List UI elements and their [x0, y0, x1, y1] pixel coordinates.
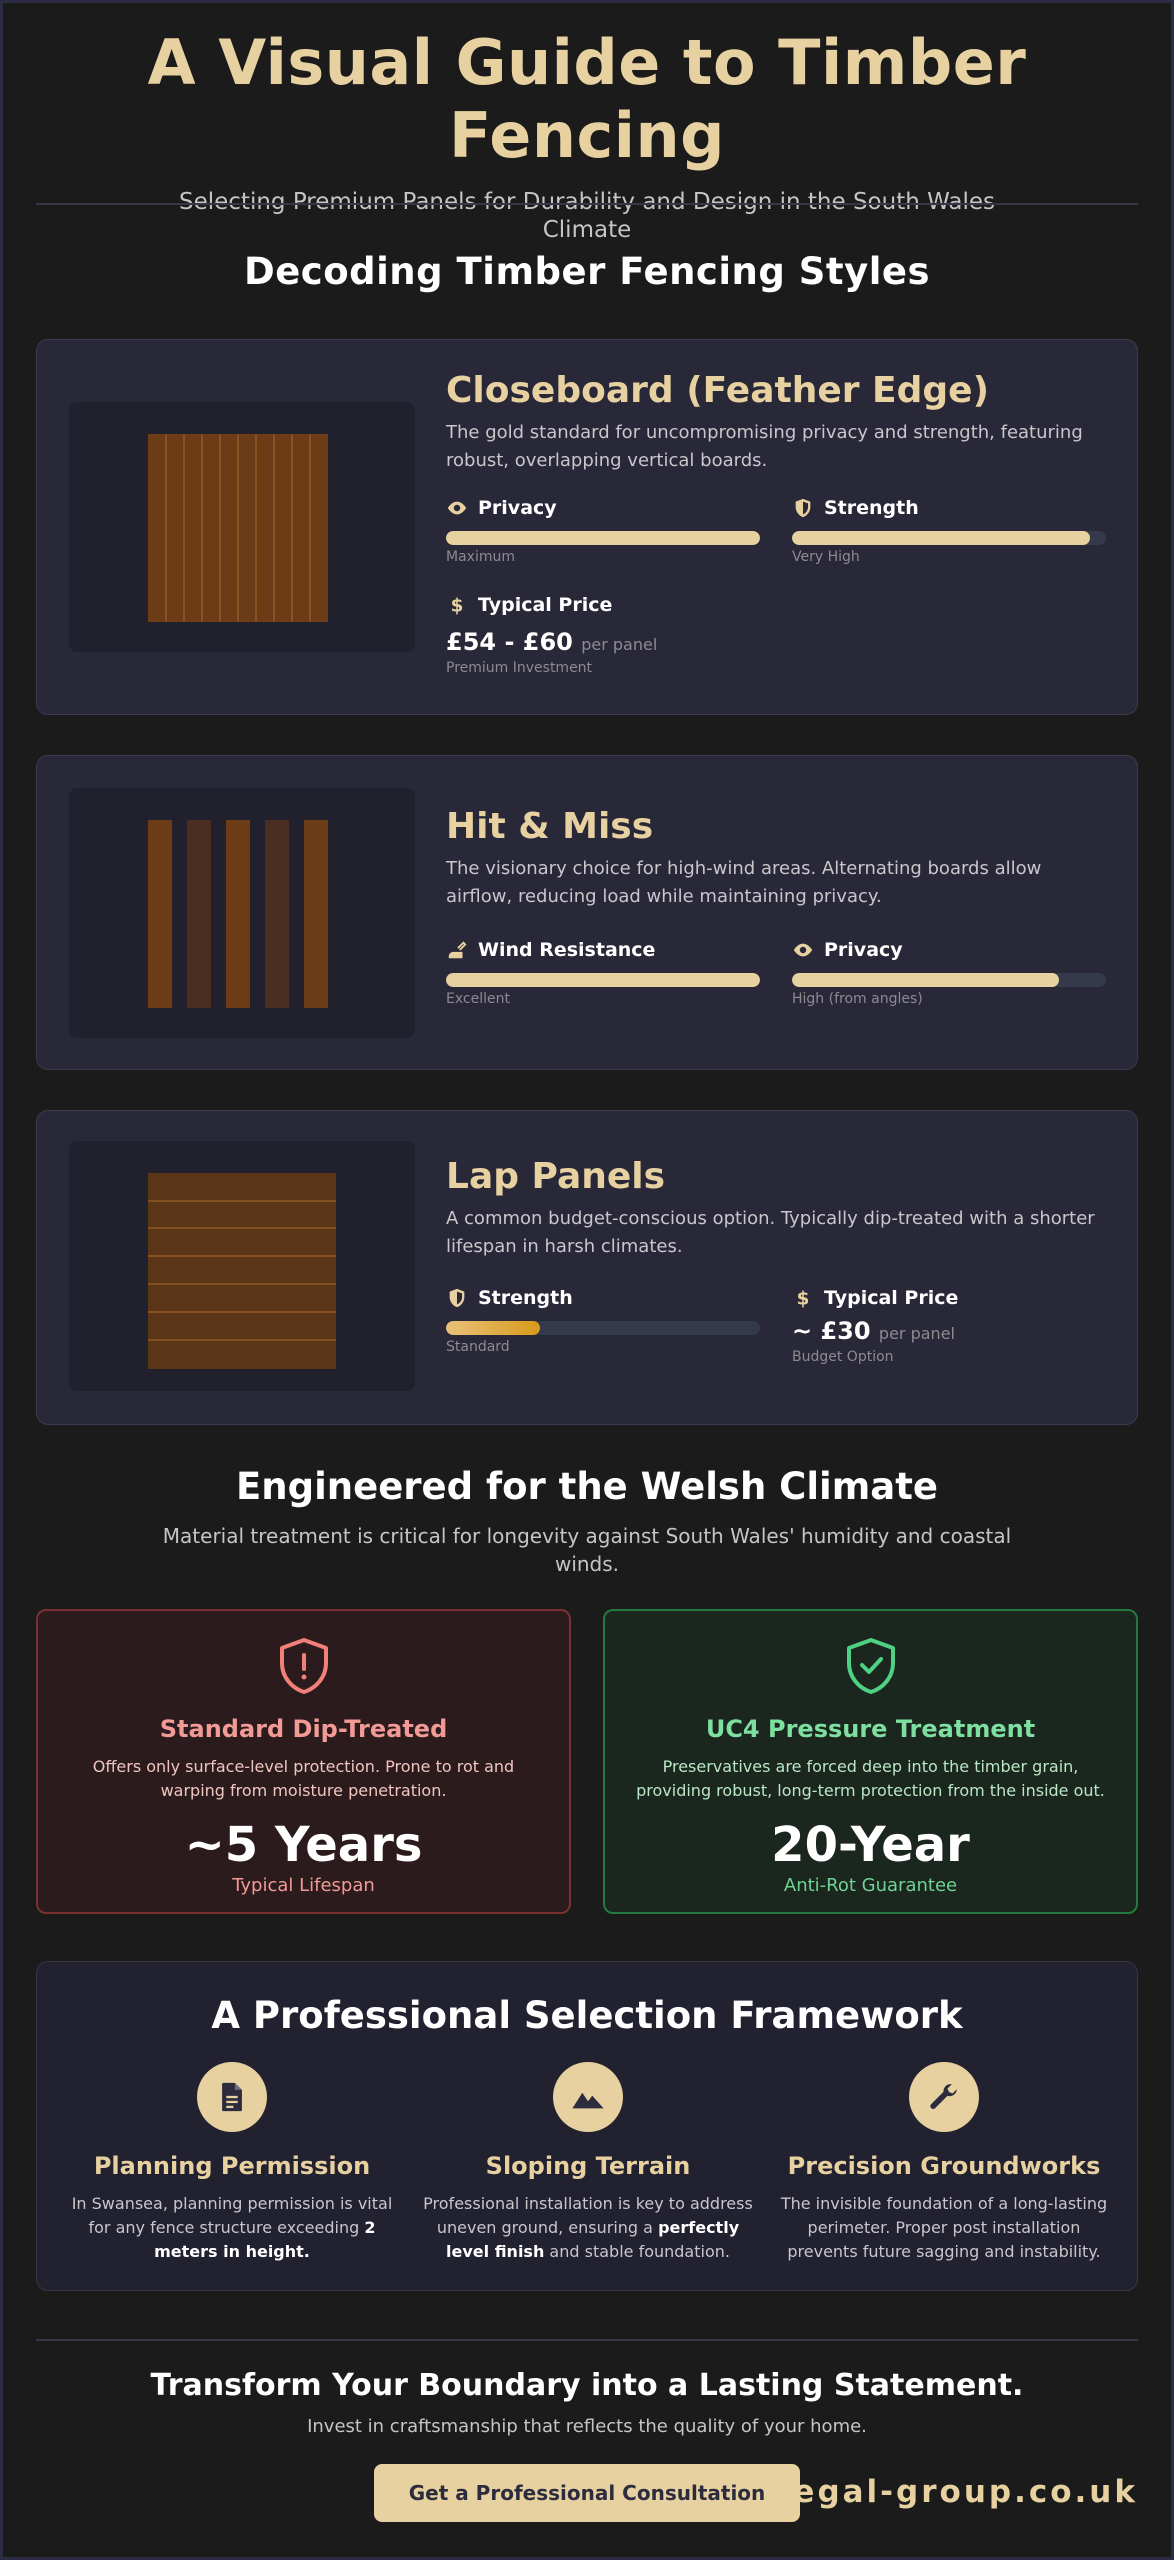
header: A Visual Guide to Timber Fencing Selecti… [0, 26, 1174, 244]
climate-title: Engineered for the Welsh Climate [235, 1465, 938, 1508]
shield-icon [795, 498, 811, 518]
closeboard-panel-graphic [148, 434, 328, 622]
wind-resistance-metric: Wind Resistance Excellent [446, 939, 760, 1007]
website-link[interactable]: regal-group.co.uk [775, 2474, 1138, 2510]
styles-section-title: Decoding Timber Fencing Styles [243, 250, 930, 293]
closeboard-card: Closeboard (Feather Edge) The gold stand… [36, 339, 1138, 715]
sloping-terrain-item: Sloping Terrain Professional installatio… [423, 2062, 753, 2264]
standard-treatment-box: Standard Dip-Treated Offers only surface… [36, 1609, 571, 1914]
card-description: The visionary choice for high-wind areas… [446, 858, 1042, 907]
uc4-treatment-box: UC4 Pressure Treatment Preservatives are… [603, 1609, 1138, 1914]
closeboard-illustration [69, 402, 415, 652]
card-description: A common budget-conscious option. Typica… [446, 1208, 1095, 1257]
dollar-icon: $ [797, 1288, 810, 1309]
mountain-icon [572, 2092, 604, 2109]
framework-item-title: Sloping Terrain [485, 2152, 691, 2180]
bar-fill [792, 973, 1059, 987]
metric-note: Standard [446, 1339, 510, 1355]
shield-check-icon [846, 1638, 895, 1694]
metric-note: Very High [792, 549, 860, 565]
wrench-icon [930, 2084, 957, 2109]
privacy-bar [792, 973, 1106, 987]
svg-text:$: $ [797, 1288, 810, 1309]
lap-panel-graphic [148, 1173, 336, 1369]
price-metric: $ Typical Price ~ £30 per panel Budget O… [792, 1287, 1106, 1365]
metric-label: Strength [824, 497, 919, 519]
privacy-metric: Privacy Maximum [446, 497, 760, 565]
privacy-bar [446, 531, 760, 545]
treatment-description: Preservatives are forced deep into the t… [636, 1757, 1105, 1800]
card-title: Closeboard (Feather Edge) [446, 370, 990, 411]
cta-title: Transform Your Boundary into a Lasting S… [150, 2368, 1024, 2403]
treatment-title: UC4 Pressure Treatment [705, 1715, 1036, 1743]
lap-panels-card: Lap Panels A common budget-conscious opt… [36, 1110, 1138, 1425]
card-title: Lap Panels [446, 1156, 666, 1197]
framework-item-title: Precision Groundworks [787, 2152, 1101, 2180]
guarantee-value: 20-Year [771, 1817, 970, 1873]
price-label: Typical Price [824, 1287, 959, 1309]
hit-miss-card: Hit & Miss The visionary choice for high… [36, 755, 1138, 1070]
metric-note: Excellent [446, 991, 510, 1007]
price-unit: per panel [878, 1324, 955, 1343]
hit-miss-panel-graphic [148, 820, 328, 1008]
bar-fill [446, 531, 760, 545]
document-icon [222, 2082, 242, 2112]
metric-label: Strength [478, 1287, 573, 1309]
price-label: Typical Price [478, 594, 613, 616]
metric-note: Maximum [446, 549, 515, 565]
metric-label: Privacy [824, 939, 903, 961]
climate-subtitle: Material treatment is critical for longe… [162, 1524, 1012, 1576]
strength-bar [792, 531, 1106, 545]
card-description: The gold standard for uncompromising pri… [446, 422, 1083, 471]
metric-label: Privacy [478, 497, 557, 519]
shield-icon [449, 1288, 465, 1308]
card-title: Hit & Miss [446, 806, 654, 847]
privacy-metric: Privacy High (from angles) [792, 939, 1106, 1007]
cta-subtitle: Invest in craftsmanship that reflects th… [307, 2416, 867, 2437]
planning-permission-item: Planning Permission In Swansea, planning… [67, 2062, 397, 2264]
bar-fill [446, 973, 760, 987]
framework-title: A Professional Selection Framework [211, 1994, 963, 2037]
selection-framework: A Professional Selection Framework Plann… [36, 1961, 1138, 2291]
framework-item-text: The invisible foundation of a long-lasti… [780, 2194, 1108, 2261]
wind-resistance-bar [446, 973, 760, 987]
lap-panels-illustration [69, 1141, 415, 1391]
price-note: Budget Option [792, 1349, 894, 1365]
price-unit: per panel [581, 635, 658, 654]
bar-fill [792, 531, 1091, 545]
framework-item-title: Planning Permission [93, 2152, 371, 2180]
strength-bar [446, 1321, 760, 1335]
treatment-description: Offers only surface-level protection. Pr… [92, 1757, 515, 1800]
framework-item-text: Professional installation is key to addr… [423, 2194, 753, 2261]
wind-icon [448, 941, 467, 959]
precision-groundworks-item: Precision Groundworks The invisible foun… [779, 2062, 1109, 2264]
page-title: A Visual Guide to Timber Fencing [147, 26, 1027, 172]
svg-text:$: $ [451, 595, 464, 616]
price-metric: $ Typical Price £54 - £60 per panel Prem… [446, 594, 760, 676]
divider [36, 203, 1138, 205]
dollar-icon: $ [451, 595, 464, 616]
shield-alert-icon [279, 1638, 328, 1694]
framework-item-text: In Swansea, planning permission is vital… [71, 2194, 393, 2261]
price-value: £54 - £60 per panel [446, 628, 658, 656]
consultation-button[interactable]: Get a Professional Consultation [374, 2464, 800, 2522]
strength-metric: Strength Standard [446, 1287, 760, 1355]
strength-metric: Strength Very High [792, 497, 1106, 565]
divider [36, 2339, 1138, 2341]
bar-fill [446, 1321, 541, 1335]
metric-label: Wind Resistance [478, 939, 656, 961]
guarantee-label: Anti-Rot Guarantee [783, 1875, 958, 1896]
price-note: Premium Investment [446, 660, 593, 676]
treatment-title: Standard Dip-Treated [159, 1715, 448, 1743]
hit-miss-illustration [69, 788, 415, 1038]
lifespan-label: Typical Lifespan [232, 1875, 375, 1896]
eye-icon [447, 501, 467, 515]
lifespan-value: ~5 Years [184, 1817, 423, 1873]
price-value: ~ £30 per panel [792, 1317, 955, 1345]
eye-icon [793, 943, 813, 957]
page-subtitle: Selecting Premium Panels for Durability … [179, 189, 995, 243]
metric-note: High (from angles) [792, 991, 923, 1007]
